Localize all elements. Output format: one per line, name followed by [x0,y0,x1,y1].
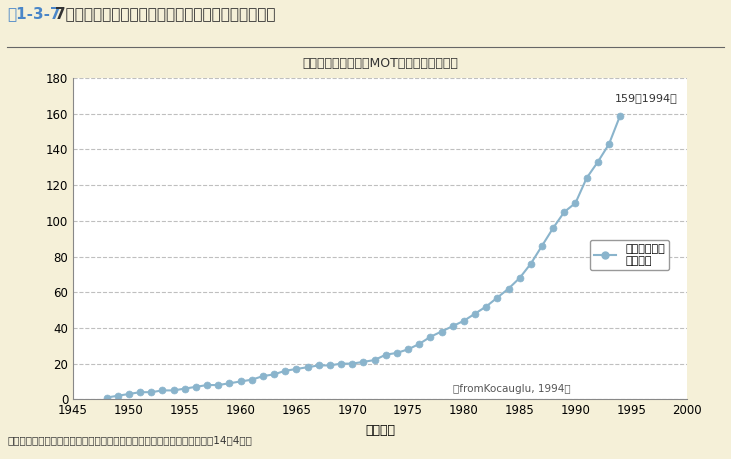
プログラム数
（累計） [605,141,613,147]
プログラム数
（累計） [414,341,423,347]
プログラム数
（累計） [102,395,111,400]
プログラム数
（累計） [560,209,569,215]
プログラム数
（累計） [616,113,624,118]
プログラム数
（累計） [259,373,268,379]
プログラム数
（累計） [571,200,580,206]
プログラム数
（累計） [214,382,223,388]
プログラム数
（累計） [303,364,312,370]
プログラム数
（累計） [348,361,357,366]
プログラム数
（累計） [181,386,189,392]
プログラム数
（累計） [292,366,300,372]
プログラム数
（累計） [549,225,558,231]
プログラム数
（累計） [594,159,602,165]
プログラム数
（累計） [504,286,513,291]
プログラム数
（累計） [493,295,501,300]
Text: 第1-3-7: 第1-3-7 [7,6,61,21]
Text: 159（1994）: 159（1994） [615,93,678,103]
プログラム数
（累計） [460,318,469,324]
プログラム数
（累計） [471,311,480,316]
プログラム数
（累計） [325,363,334,368]
プログラム数
（累計） [270,372,279,377]
Text: （fromKocauglu, 1994）: （fromKocauglu, 1994） [452,384,570,394]
プログラム数
（累計） [393,350,401,356]
プログラム数
（累計） [583,175,591,181]
Line: プログラム数
（累計）: プログラム数 （累計） [103,112,624,401]
プログラム数
（累計） [192,384,200,390]
プログラム数
（累計） [482,304,491,309]
プログラム数
（累計） [225,381,234,386]
プログラム数
（累計） [247,377,256,382]
プログラム数
（累計） [158,388,167,393]
Text: 資料：産業構造審議会産学連携小委員会最終とりまとめ参考資料集（平成14年4月）: 資料：産業構造審議会産学連携小委員会最終とりまとめ参考資料集（平成14年4月） [7,435,252,445]
プログラム数
（累計） [448,324,457,329]
Text: 7図　米国の大学におけるＭＯＴプログラム数の推移: 7図 米国の大学におけるＭＯＴプログラム数の推移 [55,6,276,21]
プログラム数
（累計） [537,243,546,249]
プログラム数
（累計） [515,275,524,281]
プログラム数
（累計） [202,382,211,388]
プログラム数
（累計） [404,347,412,352]
プログラム数
（累計） [124,391,133,397]
Legend: プログラム数
（累計）: プログラム数 （累計） [590,240,670,270]
プログラム数
（累計） [314,363,323,368]
プログラム数
（累計） [169,388,178,393]
プログラム数
（累計） [337,361,346,366]
プログラム数
（累計） [359,359,368,364]
プログラム数
（累計） [136,389,145,395]
プログラム数
（累計） [281,368,289,374]
プログラム数
（累計） [147,389,156,395]
プログラム数
（累計） [437,329,446,334]
プログラム数
（累計） [526,261,535,266]
プログラム数
（累計） [370,357,379,363]
Title: 米国大学／大学院のMOTプログラム数大学: 米国大学／大学院のMOTプログラム数大学 [302,57,458,70]
プログラム数
（累計） [426,334,435,340]
X-axis label: 設立年度: 設立年度 [365,424,395,437]
プログラム数
（累計） [382,352,390,358]
プログラム数
（累計） [236,379,245,384]
プログラム数
（累計） [113,393,122,398]
